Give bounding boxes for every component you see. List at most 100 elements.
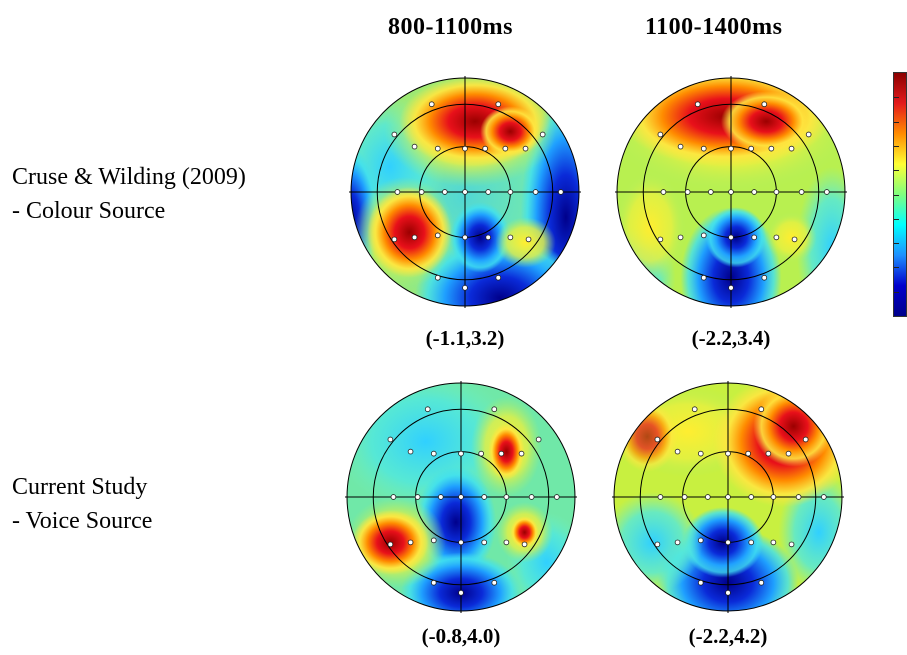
electrode-marker (674, 539, 681, 546)
color-scale-tick (894, 194, 899, 196)
electrode-marker (788, 541, 795, 548)
electrode-marker (697, 579, 704, 586)
electrode-marker (507, 234, 514, 241)
electrode-marker (700, 145, 707, 152)
electrode-marker (788, 145, 795, 152)
row-label-cruse-wilding-line2: - Colour Source (12, 198, 166, 224)
electrode-marker (458, 494, 464, 500)
electrode-marker (478, 450, 484, 457)
electrode-marker (805, 131, 812, 138)
electrode-marker (498, 450, 505, 457)
electrode-marker (654, 436, 661, 443)
row-label-current-study-line2: - Voice Source (12, 508, 153, 534)
electrode-marker (407, 539, 414, 546)
electrode-marker (785, 450, 792, 457)
electrode-marker (773, 189, 780, 195)
color-scale-tick (894, 121, 899, 123)
electrode-marker (758, 406, 765, 413)
electrode-marker (700, 274, 707, 281)
electrode-marker (491, 406, 498, 413)
electrode-marker (728, 189, 734, 195)
topomap-cruse-1100-1400ms (615, 76, 847, 308)
electrode-marker (411, 143, 418, 150)
row-label-cruse-wilding-line1: Cruse & Wilding (2009) (12, 164, 246, 190)
electrode-marker (677, 234, 684, 241)
topomap-current-800-1100ms (345, 381, 577, 613)
electrode-marker (485, 189, 492, 195)
electrode-marker (728, 234, 734, 241)
electrode-marker (442, 189, 448, 195)
electrode-marker (657, 131, 664, 138)
column-header-800-1100ms: 800-1100ms (388, 14, 513, 40)
electrode-marker (761, 274, 768, 281)
electrode-marker (824, 189, 830, 195)
electrode-marker (414, 494, 421, 500)
electrode-marker (674, 448, 681, 455)
electrode-marker (821, 494, 827, 500)
electrode-marker (391, 131, 398, 138)
electrode-marker (705, 494, 711, 500)
electrode-marker (751, 189, 758, 195)
color-scale-tick (894, 267, 899, 269)
electrode-marker (725, 539, 731, 546)
electrode-marker (434, 232, 441, 239)
electrode-marker (462, 285, 468, 291)
electrode-marker (770, 539, 777, 546)
color-scale-tick (894, 170, 899, 172)
electrode-marker (491, 579, 498, 586)
electrode-marker (430, 537, 437, 544)
electrode-marker (725, 590, 731, 596)
electrode-marker (495, 274, 502, 281)
electrode-marker (522, 145, 529, 152)
electrode-marker (503, 539, 510, 546)
topomap-cruse-800-1100ms (349, 76, 581, 308)
range-label-cruse-1100-1400ms: (-2.2,3.4) (691, 326, 771, 350)
electrode-marker (394, 189, 401, 195)
electrode-marker (424, 406, 431, 413)
electrode-marker (745, 450, 751, 457)
electrode-marker (411, 234, 418, 241)
electrode-marker (387, 541, 394, 548)
electrode-marker (765, 450, 772, 457)
color-scale-tick (894, 218, 899, 220)
color-scale-tick (894, 97, 899, 99)
electrode-marker (502, 145, 509, 152)
electrode-marker (462, 234, 468, 241)
electrode-marker (761, 101, 768, 108)
color-scale-bar (893, 72, 907, 317)
electrode-marker (458, 450, 464, 457)
electrode-marker (660, 189, 667, 195)
electrode-marker (770, 494, 777, 500)
electrode-marker (728, 285, 734, 291)
electrode-marker (700, 232, 707, 239)
electrode-marker (657, 494, 664, 500)
color-scale-tick (894, 243, 899, 245)
electrode-marker (681, 494, 688, 500)
range-label-cruse-800-1100ms: (-1.1,3.2) (425, 326, 505, 350)
electrode-marker (485, 234, 492, 241)
electrode-marker (407, 448, 414, 455)
color-scale-tick (894, 145, 899, 147)
electrode-marker (458, 539, 464, 546)
range-label-current-800-1100ms: (-0.8,4.0) (421, 624, 501, 648)
electrode-marker (418, 189, 425, 195)
electrode-marker (697, 450, 704, 457)
electrode-marker (691, 406, 698, 413)
electrode-marker (434, 145, 441, 152)
electrode-marker (462, 189, 468, 195)
electrode-marker (495, 101, 502, 108)
electrode-marker (532, 189, 539, 195)
electrode-marker (795, 494, 802, 500)
electrode-marker (482, 145, 488, 152)
electrode-marker (791, 236, 798, 243)
electrode-marker (430, 450, 437, 457)
electrode-marker (462, 145, 468, 152)
row-label-current-study: Current Study - Voice Source (12, 470, 152, 538)
electrode-marker (539, 131, 546, 138)
electrode-marker (725, 450, 731, 457)
column-header-1100-1400ms: 1100-1400ms (645, 14, 783, 40)
electrode-marker (428, 101, 435, 108)
electrode-marker (438, 494, 444, 500)
electrode-marker (708, 189, 714, 195)
row-label-current-study-line1: Current Study (12, 474, 148, 500)
